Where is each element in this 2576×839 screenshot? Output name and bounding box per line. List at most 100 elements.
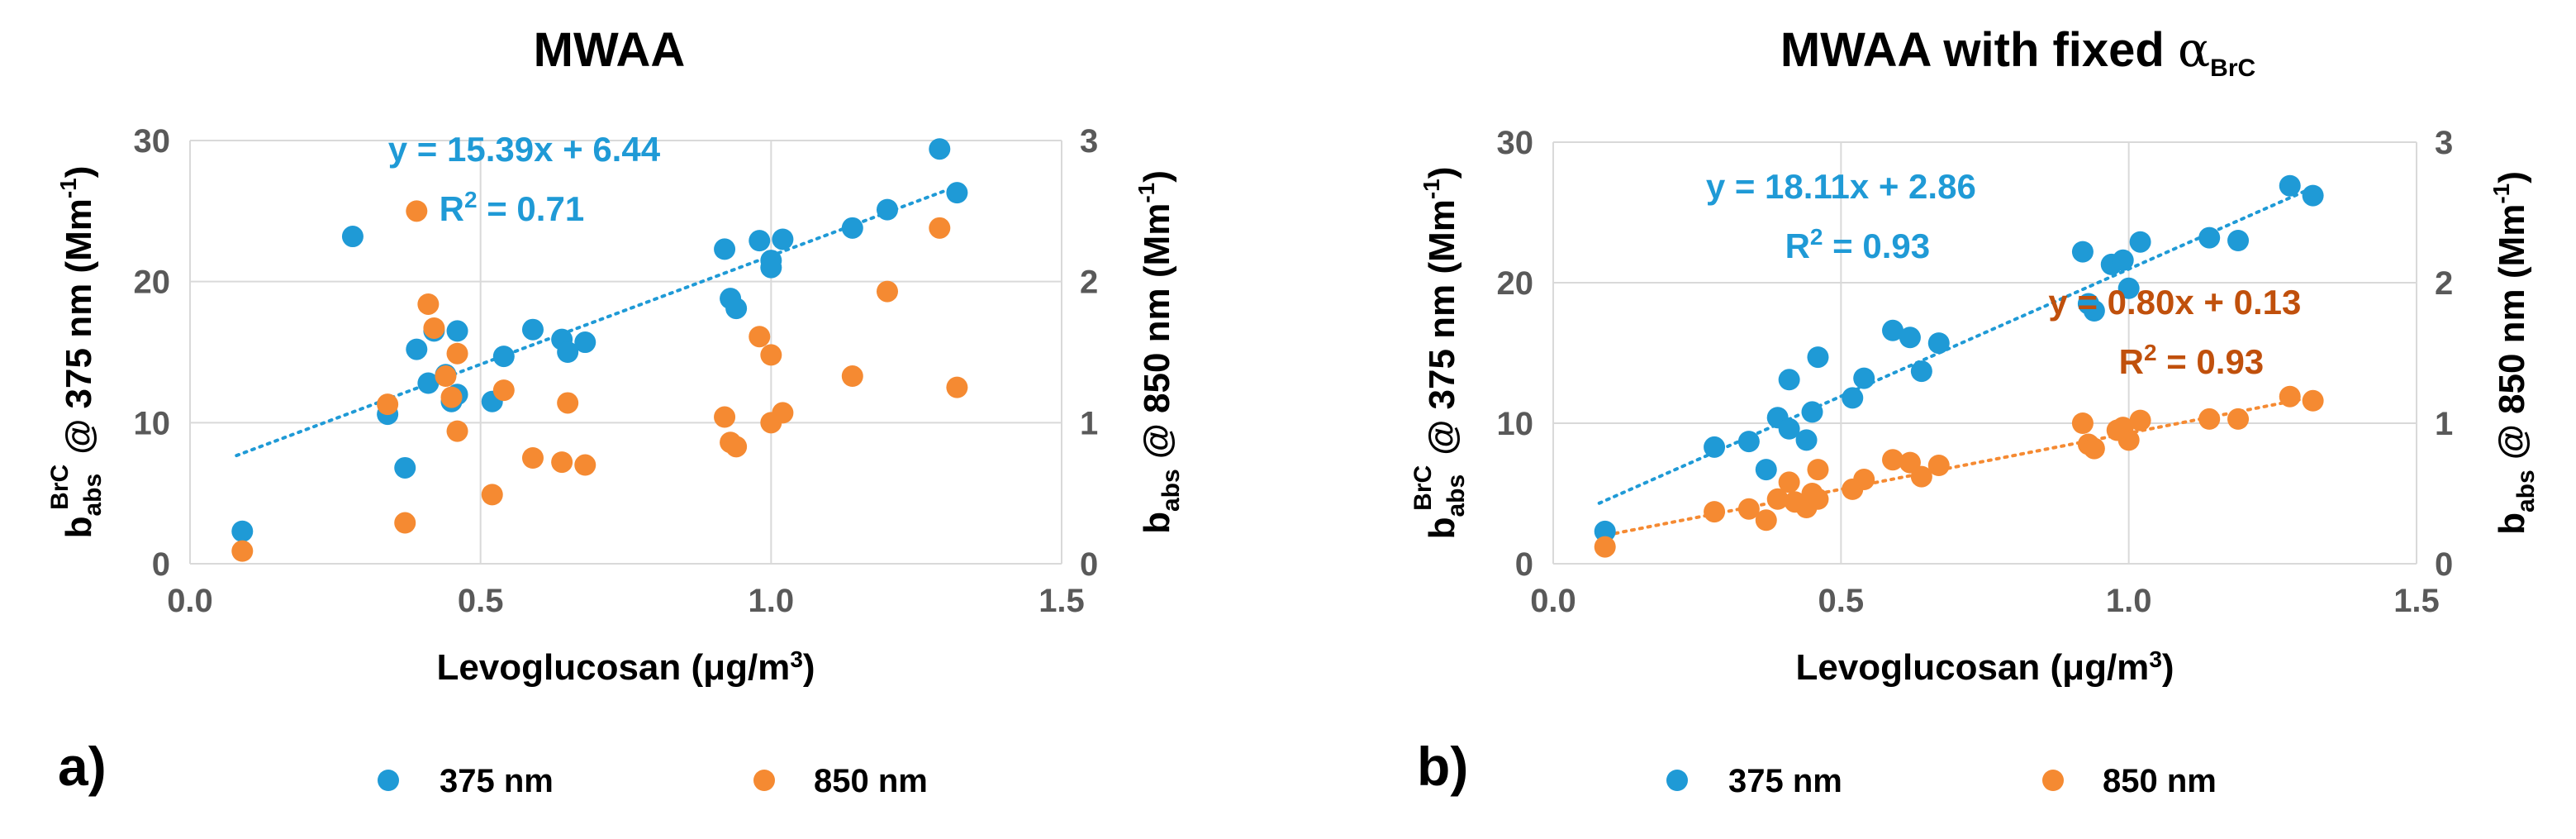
point-850nm [760, 344, 782, 366]
fit-r2-375: R2 = 0.71 [440, 187, 585, 228]
point-850nm [1766, 488, 1789, 510]
legend-marker-850nm [2042, 770, 2064, 791]
point-850nm [521, 447, 544, 469]
point-375nm [1910, 360, 1932, 383]
legend-marker-375nm [378, 770, 399, 791]
point-375nm [394, 456, 416, 479]
y-right-tick-label: 0 [1080, 546, 1098, 583]
point-375nm [2129, 231, 2151, 253]
y-left-axis-label: babsBrC @ 375 nm (Mm-1) [46, 166, 107, 539]
point-375nm [1795, 429, 1818, 451]
point-850nm [841, 365, 863, 388]
fit-equation-850: y = 0.80x + 0.13 [2048, 283, 2301, 322]
x-tick-label: 1.0 [749, 583, 795, 619]
point-850nm [929, 217, 951, 239]
point-375nm [714, 238, 736, 260]
x-tick-label: 1.5 [2393, 583, 2440, 619]
point-850nm [1807, 459, 1829, 481]
x-axis-label: Levoglucosan (μg/m3) [1795, 646, 2174, 689]
point-375nm [2112, 249, 2134, 271]
point-850nm [2071, 412, 2094, 434]
point-850nm [714, 406, 736, 428]
point-375nm [417, 372, 440, 394]
point-375nm [446, 320, 468, 342]
legend-label-375nm: 375 nm [1728, 763, 1842, 799]
x-tick-label: 1.0 [2106, 583, 2152, 619]
point-375nm [231, 520, 254, 542]
trendline-850 [1597, 395, 2315, 539]
trendline-375 [1597, 185, 2315, 505]
legend-label-375nm: 375 nm [440, 763, 554, 799]
x-tick-label: 0.5 [1818, 583, 1865, 619]
point-850nm [1807, 488, 1829, 510]
point-375nm [749, 230, 771, 252]
x-tick-label: 0.0 [167, 583, 213, 619]
point-850nm [446, 342, 468, 365]
point-375nm [2071, 241, 2094, 263]
chart-title: MWAA with fixed αBrC [1780, 21, 2255, 82]
point-850nm [446, 420, 468, 442]
point-375nm [1778, 369, 1800, 391]
point-375nm [406, 338, 428, 360]
point-850nm [2302, 389, 2324, 412]
point-375nm [1842, 387, 1864, 409]
point-375nm [2117, 277, 2140, 299]
point-375nm [2279, 174, 2301, 197]
legend-marker-375nm [1666, 770, 1688, 791]
y-left-tick-label: 20 [1497, 265, 1534, 302]
point-850nm [772, 402, 794, 424]
point-375nm [725, 298, 748, 320]
legend-label-850nm: 850 nm [814, 763, 928, 799]
point-850nm [946, 376, 968, 398]
point-850nm [2227, 408, 2250, 430]
y-right-tick-label: 3 [1080, 123, 1098, 160]
point-850nm [231, 540, 254, 562]
point-375nm [1594, 520, 1616, 542]
point-375nm [760, 256, 782, 279]
point-850nm [440, 386, 463, 408]
y-right-tick-label: 3 [2435, 125, 2453, 161]
chart-title: MWAA [534, 23, 686, 77]
point-850nm [377, 393, 399, 416]
point-850nm [551, 451, 573, 474]
y-left-tick-label: 20 [134, 265, 171, 301]
y-left-tick-label: 30 [1497, 125, 1534, 161]
point-375nm [929, 138, 951, 160]
y-left-tick-label: 0 [152, 546, 170, 583]
point-375nm [2198, 226, 2221, 249]
point-375nm [2083, 300, 2105, 322]
point-850nm [2117, 429, 2140, 451]
point-375nm [1801, 401, 1823, 423]
y-left-tick-label: 0 [1515, 546, 1533, 583]
point-850nm [1704, 501, 1726, 523]
y-right-tick-label: 2 [1080, 265, 1098, 301]
legend-label-850nm: 850 nm [2103, 763, 2217, 799]
point-375nm [492, 346, 515, 368]
y-left-tick-label: 10 [1497, 406, 1534, 442]
y-right-tick-label: 0 [2435, 546, 2453, 583]
point-375nm [1778, 417, 1800, 440]
fit-equation-375: y = 18.11x + 2.86 [1706, 167, 1976, 206]
point-375nm [341, 226, 364, 248]
point-375nm [841, 217, 863, 239]
fit-r2-850: R2 = 0.93 [2119, 340, 2265, 381]
point-375nm [877, 198, 898, 221]
x-tick-label: 0.0 [1530, 583, 1576, 619]
point-850nm [417, 293, 440, 315]
y-left-tick-label: 10 [134, 405, 171, 441]
panel-label: b) [1417, 736, 1468, 797]
point-850nm [1853, 469, 1875, 490]
point-850nm [2083, 437, 2105, 460]
point-375nm [1737, 431, 1760, 453]
point-375nm [1704, 436, 1726, 458]
point-850nm [1755, 509, 1777, 532]
point-850nm [877, 280, 898, 303]
point-850nm [1778, 471, 1800, 493]
point-375nm [1755, 459, 1777, 481]
point-850nm [435, 365, 457, 388]
point-850nm [1882, 449, 1904, 471]
point-375nm [557, 341, 579, 363]
fit-equation-375: y = 15.39x + 6.44 [388, 130, 661, 169]
x-tick-label: 1.5 [1038, 583, 1085, 619]
point-850nm [423, 317, 445, 339]
